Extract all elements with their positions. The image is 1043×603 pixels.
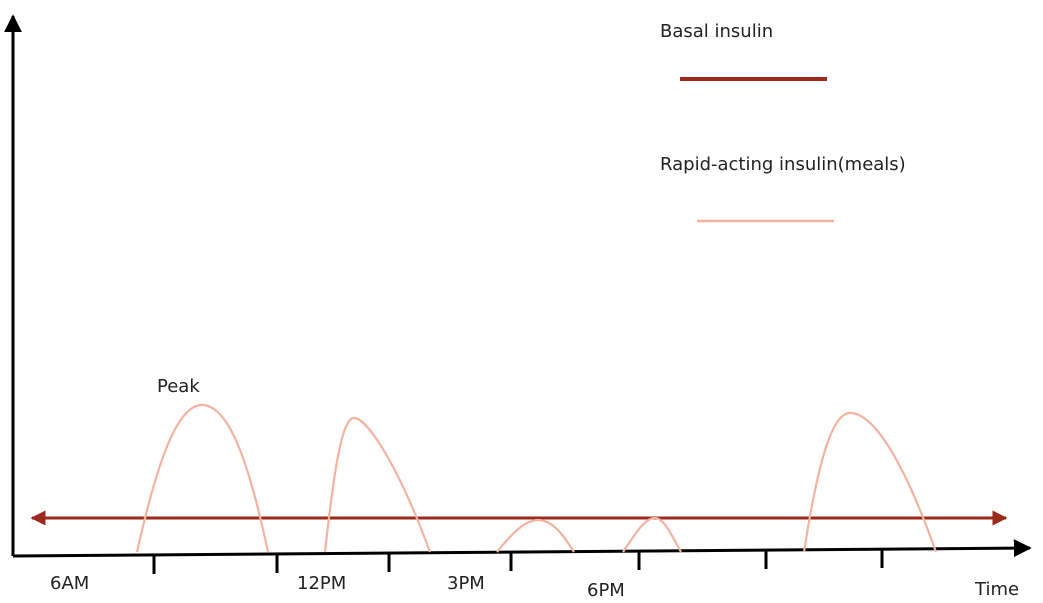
time-label-12pm: 12PM [297,573,346,594]
peak-label: Peak [157,376,200,397]
time-label-6am: 6AM [50,573,89,594]
rapid-peak-lunch [323,416,432,553]
time-labels: 6AM 12PM 3PM 6PM [50,573,625,601]
rapid-acting-curves [135,403,938,553]
x-axis [12,539,1032,558]
time-label-3pm: 3PM [447,573,485,594]
rapid-peak-evening [802,411,938,553]
legend: Basal insulin Rapid-acting insulin(meals… [660,21,906,223]
rapid-peak-breakfast [135,403,270,553]
x-axis-ticks [152,550,884,574]
legend-rapid-label: Rapid-acting insulin(meals) [660,154,906,175]
rapid-peak-6pm [622,516,682,553]
legend-basal-label: Basal insulin [660,21,773,42]
x-axis-label: Time [974,579,1019,600]
rapid-peak-3pm [496,518,575,553]
time-label-6pm: 6PM [587,580,625,601]
